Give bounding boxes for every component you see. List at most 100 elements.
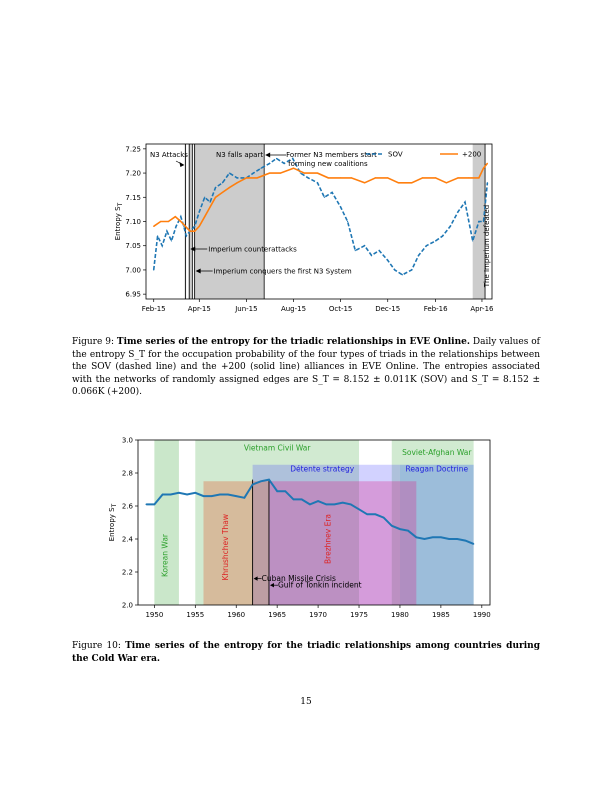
- fig10-point: [448, 538, 450, 540]
- fig10-point: [153, 503, 156, 506]
- fig9-point: [387, 259, 389, 261]
- fig10-point: [325, 503, 327, 506]
- fig9-point: [449, 225, 451, 227]
- fig9-point: [268, 162, 271, 164]
- fig10-point: [227, 493, 229, 496]
- fig9-annotation-n3-falls-apart: N3 falls apart: [216, 151, 263, 159]
- fig9-x-tick-label: Feb-16: [424, 305, 448, 313]
- fig10-annotation-gulf-of-tonkin: Gulf of Tonkin incident: [278, 581, 362, 590]
- fig10-point: [260, 480, 262, 482]
- fig10-span-khrushchev-thaw: [203, 481, 269, 605]
- fig9-point: [174, 216, 176, 218]
- fig10-point: [456, 538, 458, 540]
- figure-10-caption-label: Figure 10:: [72, 641, 121, 651]
- fig9-point: [457, 177, 459, 179]
- fig10-point: [366, 513, 368, 515]
- fig9-y-tick-label: 6.95: [125, 291, 141, 299]
- fig10-point: [415, 536, 418, 539]
- fig10-point: [202, 495, 205, 497]
- fig10-x-tick-label: 1955: [186, 611, 204, 619]
- fig9-point: [194, 230, 196, 232]
- fig10-span-label-vietnam-civil-war: Vietnam Civil War: [244, 443, 311, 452]
- fig9-point: [411, 269, 413, 271]
- fig9-y-tick-label: 7.15: [125, 194, 141, 202]
- fig10-span-d-tente-strategy: [252, 464, 400, 605]
- fig9-point: [252, 172, 254, 174]
- fig9-point: [374, 177, 376, 179]
- fig10-y-tick-label: 3.0: [122, 437, 133, 445]
- fig9-point: [245, 177, 248, 179]
- fig9-point: [340, 206, 342, 208]
- fig10-span-label-brezhnev-era: Brezhnev Era: [323, 514, 332, 564]
- fig9-point: [327, 177, 329, 179]
- fig10-point: [292, 498, 295, 501]
- figure-9-caption: Figure 9: Time series of the entropy for…: [72, 336, 540, 399]
- figure-10-caption-title: Time series of the entropy for the triad…: [72, 641, 540, 664]
- fig9-point: [472, 240, 474, 242]
- fig9-y-tick-label: 7.00: [125, 266, 141, 274]
- fig9-point: [194, 225, 196, 227]
- fig9-x-tick-label: Jun-15: [234, 305, 257, 313]
- fig10-point: [243, 497, 246, 499]
- fig9-point: [275, 157, 278, 160]
- fig9-point: [346, 220, 349, 223]
- fig9-point: [283, 162, 285, 164]
- fig10-y-tick-label: 2.6: [122, 503, 134, 511]
- fig9-point: [307, 177, 309, 179]
- fig10-y-axis-label: Entropy ST: [108, 503, 118, 541]
- fig10-annotation-arrowhead: [253, 576, 258, 581]
- fig9-point: [464, 201, 466, 203]
- fig9-point: [209, 201, 211, 203]
- fig9-x-tick-label: Apr-16: [470, 305, 494, 313]
- fig9-annotation-former-n3: Former N3 members start: [286, 151, 377, 159]
- fig9-shaded-span-1: [188, 144, 193, 299]
- fig9-point: [236, 182, 238, 184]
- figure-10-chart: Korean War Vietnam Civil War Soviet-Afghan…: [100, 432, 500, 622]
- figure-9-caption-title: Time series of the entropy for the triad…: [116, 337, 470, 347]
- fig10-x-tick-label: 1980: [391, 611, 409, 619]
- fig9-point: [189, 230, 191, 232]
- fig9-annotation-imperium-conquers: Imperium conquers the first N3 System: [214, 268, 352, 276]
- fig9-point: [441, 235, 444, 237]
- fig9-point: [180, 216, 182, 218]
- fig9-point: [268, 172, 271, 174]
- fig9-point: [204, 216, 206, 218]
- fig10-point: [210, 495, 213, 497]
- fig9-point: [153, 269, 155, 271]
- fig10-plot-frame: [137, 439, 491, 606]
- fig9-annotation-imperium-counterattacks: Imperium counterattacks: [208, 246, 297, 254]
- fig10-point: [284, 490, 287, 492]
- fig10-point: [301, 498, 303, 501]
- fig9-point: [482, 167, 485, 169]
- fig10-y-tick-label: 2.8: [122, 470, 133, 478]
- fig9-point: [204, 196, 206, 198]
- fig10-point: [317, 500, 319, 502]
- page-number: 15: [300, 697, 312, 707]
- fig10-y-tick-label: 2.2: [122, 569, 133, 577]
- fig9-point: [421, 177, 424, 179]
- fig10-point: [431, 536, 434, 539]
- fig10-point: [333, 503, 336, 506]
- fig9-point: [323, 196, 326, 198]
- fig10-point: [440, 536, 442, 539]
- figure-9-svg: 6.95 7.00 7.05 7.10 7.15 7.20 7.25 Feb-15 Apr-15…: [114, 143, 494, 313]
- fig9-point: [303, 172, 305, 174]
- fig9-point: [166, 230, 168, 232]
- fig9-series-plus200-line: [153, 162, 489, 232]
- fig9-annotation-arrowhead: [179, 162, 185, 167]
- fig9-point: [457, 211, 459, 213]
- fig9-legend-label-sov: SOV: [388, 151, 403, 159]
- fig10-point: [472, 543, 475, 545]
- fig10-point: [374, 513, 377, 515]
- fig9-point: [363, 245, 366, 247]
- figure-10-svg: Korean War Vietnam Civil War Soviet-Afghan…: [108, 437, 491, 620]
- fig9-point: [292, 167, 295, 169]
- fig10-x-tick-label: 1950: [145, 611, 163, 619]
- fig10-span-korean-war: [154, 440, 179, 605]
- fig9-point: [180, 220, 182, 223]
- fig9-point: [478, 177, 480, 179]
- figure-10-caption: Figure 10: Time series of the entropy fo…: [72, 640, 540, 665]
- fig10-y-tick-label: 2.4: [122, 536, 134, 544]
- fig10-point: [235, 495, 237, 497]
- fig9-point: [478, 220, 480, 223]
